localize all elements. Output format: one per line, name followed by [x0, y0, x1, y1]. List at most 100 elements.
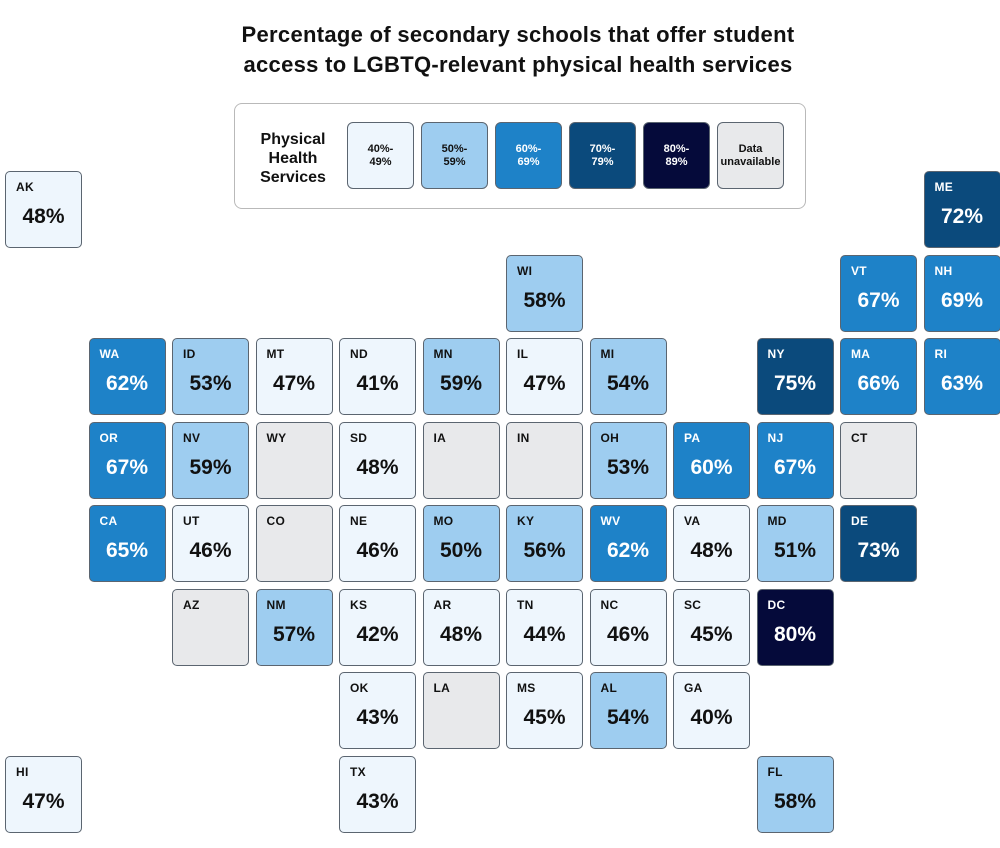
state-value: 53% [189, 372, 232, 395]
state-value: 45% [690, 622, 733, 646]
legend-swatch-label: 60%- 69% [515, 142, 542, 168]
state-abbr: NE [350, 514, 368, 528]
state-value: 44% [523, 622, 566, 646]
state-tile-nd: ND 41% [339, 338, 416, 415]
state-abbr: IL [517, 347, 529, 361]
state-abbr: KY [517, 514, 535, 528]
state-abbr: OK [350, 681, 369, 695]
state-tile-md: MD 51% [756, 505, 834, 582]
state-abbr: MD [767, 514, 787, 528]
legend-swatch-70-79: 70%- 79% [569, 122, 636, 189]
state-abbr: UT [183, 514, 200, 528]
state-value: 75% [773, 372, 817, 395]
state-tile-hi: HI 47% [5, 755, 82, 833]
state-abbr: MS [517, 681, 536, 695]
state-abbr: MO [433, 514, 454, 528]
state-abbr: AL [600, 681, 618, 695]
state-tile-wi: WI 58% [506, 254, 583, 332]
state-value: 58% [773, 789, 817, 813]
state-tile-sd: SD 48% [339, 421, 416, 499]
state-value: 60% [690, 455, 733, 479]
state-abbr: NJ [767, 430, 784, 445]
state-value: 48% [356, 455, 399, 479]
state-value: 46% [356, 539, 399, 562]
legend: Physical Health Services 40%- 49% 50%- 59%… [234, 103, 806, 209]
legend-swatch-60-69: 60%- 69% [495, 122, 562, 189]
legend-swatch-40-49: 40%- 49% [347, 122, 414, 189]
state-tile-nj: NJ 67% [756, 421, 834, 499]
state-abbr: NY [767, 347, 785, 361]
state-tile-az: AZ [172, 588, 249, 666]
state-abbr: VA [684, 514, 701, 528]
state-abbr: LA [433, 681, 451, 695]
legend-swatch-label: 70%- 79% [589, 142, 616, 168]
state-abbr: CT [851, 430, 868, 445]
state-tile-sc: SC 45% [673, 588, 750, 666]
legend-title-line: Health [268, 150, 318, 167]
state-value: 54% [606, 706, 650, 729]
state-value: 54% [606, 372, 650, 395]
state-tile-mo: MO 50% [422, 505, 500, 582]
state-value: 63% [940, 372, 984, 395]
state-abbr: VT [851, 263, 867, 278]
state-value: 45% [523, 706, 566, 729]
legend-title: Physical Health Services [249, 130, 337, 187]
state-abbr: TN [517, 597, 534, 612]
state-tile-nh: NH 69% [923, 254, 1000, 332]
state-abbr: OH [600, 430, 620, 445]
state-tile-co: CO [255, 505, 333, 582]
state-abbr: CO [266, 514, 286, 528]
state-tile-wa: WA 62% [88, 338, 166, 415]
state-abbr: GA [684, 681, 703, 695]
state-abbr: IN [517, 430, 530, 445]
legend-swatch-80-89: 80%- 89% [643, 122, 710, 189]
state-tile-il: IL 47% [506, 338, 583, 415]
state-value: 53% [606, 455, 650, 479]
state-abbr: MA [851, 347, 871, 361]
state-abbr: MI [600, 347, 615, 361]
state-abbr: AR [433, 597, 452, 612]
state-value: 67% [105, 455, 149, 479]
state-tile-vt: VT 67% [840, 254, 917, 332]
state-abbr: WI [517, 263, 533, 278]
state-abbr: ID [183, 347, 196, 361]
state-value: 47% [22, 789, 65, 813]
state-abbr: WV [600, 514, 621, 528]
state-value: 48% [439, 622, 483, 646]
state-value: 69% [940, 288, 984, 312]
state-abbr: MT [266, 347, 285, 361]
state-tile-nm: NM 57% [255, 588, 333, 666]
state-tile-ma: MA 66% [840, 338, 917, 415]
state-abbr: SD [350, 430, 368, 445]
state-value: 43% [356, 789, 399, 813]
state-value: 59% [439, 372, 483, 395]
state-tile-tx: TX 43% [339, 755, 416, 833]
state-tile-ia: IA [422, 421, 500, 499]
state-tile-id: ID 53% [172, 338, 249, 415]
state-tile-de: DE 73% [840, 505, 917, 582]
state-tile-ga: GA 40% [673, 672, 750, 749]
state-value: 50% [439, 539, 483, 562]
state-abbr: RI [934, 347, 948, 361]
state-value: 58% [523, 288, 566, 312]
state-tile-or: OR 67% [88, 421, 166, 499]
state-abbr: ND [350, 347, 368, 361]
state-value: 40% [690, 706, 733, 729]
state-value: 43% [356, 706, 399, 729]
state-tile-la: LA [422, 672, 500, 749]
legend-swatch-label: 50%- 59% [441, 142, 468, 168]
state-value: 42% [356, 622, 399, 646]
state-value: 72% [940, 205, 984, 228]
state-value: 73% [857, 539, 900, 562]
legend-swatch-unavailable: Data unavailable [717, 122, 784, 189]
state-tile-nc: NC 46% [589, 588, 667, 666]
state-abbr: MN [433, 347, 453, 361]
state-value: 62% [606, 539, 650, 562]
state-abbr: OR [99, 430, 119, 445]
state-value: 41% [356, 372, 399, 395]
state-tile-ks: KS 42% [339, 588, 416, 666]
state-tile-ca: CA 65% [88, 505, 166, 582]
state-tile-fl: FL 58% [756, 755, 834, 833]
state-value: 57% [272, 622, 316, 646]
state-tile-al: AL 54% [589, 672, 667, 749]
